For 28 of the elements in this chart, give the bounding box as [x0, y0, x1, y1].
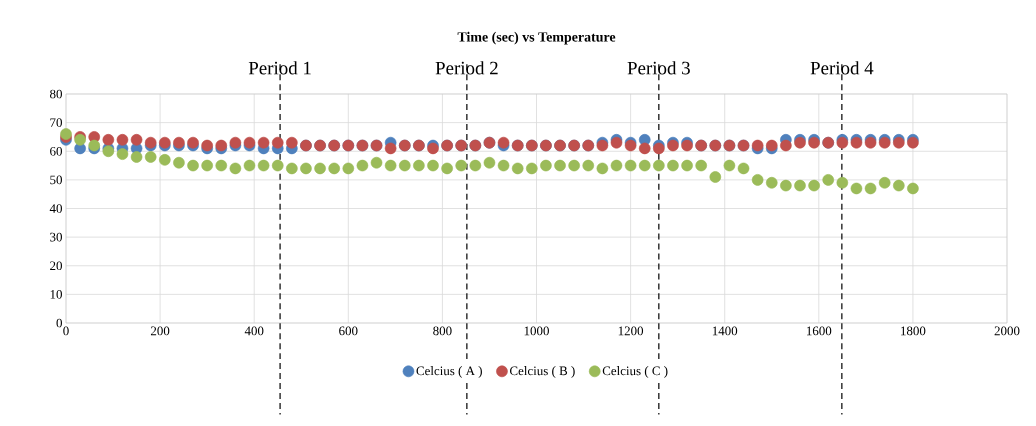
- x-tick-label: 200: [150, 326, 170, 336]
- x-tick-label: 1400: [712, 326, 738, 336]
- legend-label: Celcius ( C ): [602, 366, 668, 378]
- x-tick-label: 800: [433, 326, 452, 336]
- ref-line-label: Period 1: [248, 61, 311, 75]
- y-tick-label: 20: [50, 261, 62, 271]
- y-tick-label: 0: [56, 318, 62, 328]
- x-tick-label: 1600: [807, 326, 832, 336]
- x-tick-label: 400: [244, 326, 264, 336]
- legend-label: Celcius ( B ): [509, 366, 575, 378]
- y-tick-label: 70: [50, 118, 62, 127]
- y-tick-label: 80: [50, 89, 62, 99]
- y-tick-label: 50: [50, 175, 62, 185]
- y-tick-label: 60: [50, 146, 62, 156]
- y-tick-label: 40: [49, 204, 62, 213]
- x-tick-label: 1000: [524, 326, 549, 336]
- x-tick-label: 2000: [994, 326, 1020, 336]
- x-tick-label: 600: [339, 326, 358, 336]
- x-tick-label: 0: [63, 326, 69, 336]
- ref-line-label: Period 4: [810, 61, 874, 75]
- x-tick-label: 1200: [618, 326, 644, 336]
- ref-line-label: Period 3: [627, 61, 690, 75]
- y-tick-label: 30: [50, 232, 62, 242]
- legend-label: Celcius ( A ): [416, 366, 482, 378]
- ref-line-label: Period 2: [435, 61, 498, 75]
- chart-title: Time (sec) vs Temperature: [457, 31, 616, 45]
- y-tick-label: 10: [50, 290, 62, 299]
- x-tick-label: 1800: [901, 326, 926, 336]
